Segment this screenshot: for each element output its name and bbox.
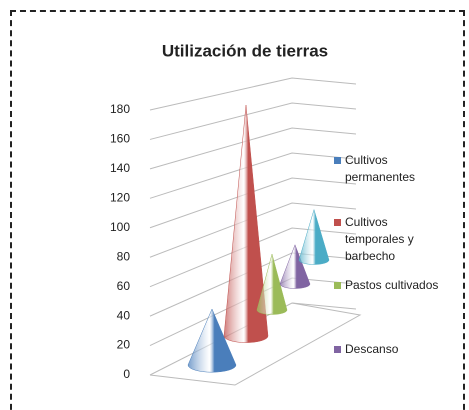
- y-tick-label: 160: [110, 132, 130, 146]
- legend-swatch: [334, 282, 341, 289]
- grid-line: [149, 202, 357, 258]
- cone: [187, 308, 237, 373]
- y-tick-label: 180: [110, 102, 130, 116]
- floor: [149, 302, 362, 386]
- legend-label: Descanso: [345, 342, 399, 356]
- legend-swatch: [334, 346, 341, 353]
- chart-title: Utilización de tierras: [162, 41, 328, 60]
- y-tick-label: 140: [110, 161, 130, 175]
- y-tick-label: 20: [117, 338, 131, 352]
- grid-line: [149, 77, 357, 111]
- y-tick-label: 40: [117, 308, 131, 322]
- legend-entry: Pastos cultivados: [334, 277, 446, 294]
- legend-swatch: [334, 157, 341, 164]
- y-tick-label: 0: [123, 367, 130, 381]
- y-tick-label: 60: [117, 279, 131, 293]
- legend-label: Pastos cultivados: [345, 278, 439, 292]
- y-tick-label: 120: [110, 191, 130, 205]
- y-tick-label: 100: [110, 220, 130, 234]
- legend-entry: Cultivos temporales y barbecho: [334, 214, 446, 265]
- legend-label: Cultivos permanentes: [345, 153, 416, 184]
- legend-label: Cultivos temporales y barbecho: [345, 215, 414, 263]
- cone: [256, 253, 288, 315]
- grid-line: [149, 102, 357, 140]
- cone: [298, 208, 330, 265]
- legend-swatch: [334, 219, 341, 226]
- legend-entry: Descanso: [334, 341, 446, 358]
- grid-line: [149, 227, 357, 288]
- grid-line: [149, 177, 357, 229]
- y-tick-label: 80: [117, 249, 131, 263]
- legend-entry: Cultivos permanentes: [334, 152, 446, 186]
- grid-line: [149, 127, 357, 170]
- frame: [10, 10, 465, 410]
- cone: [223, 104, 269, 343]
- cone: [279, 244, 311, 289]
